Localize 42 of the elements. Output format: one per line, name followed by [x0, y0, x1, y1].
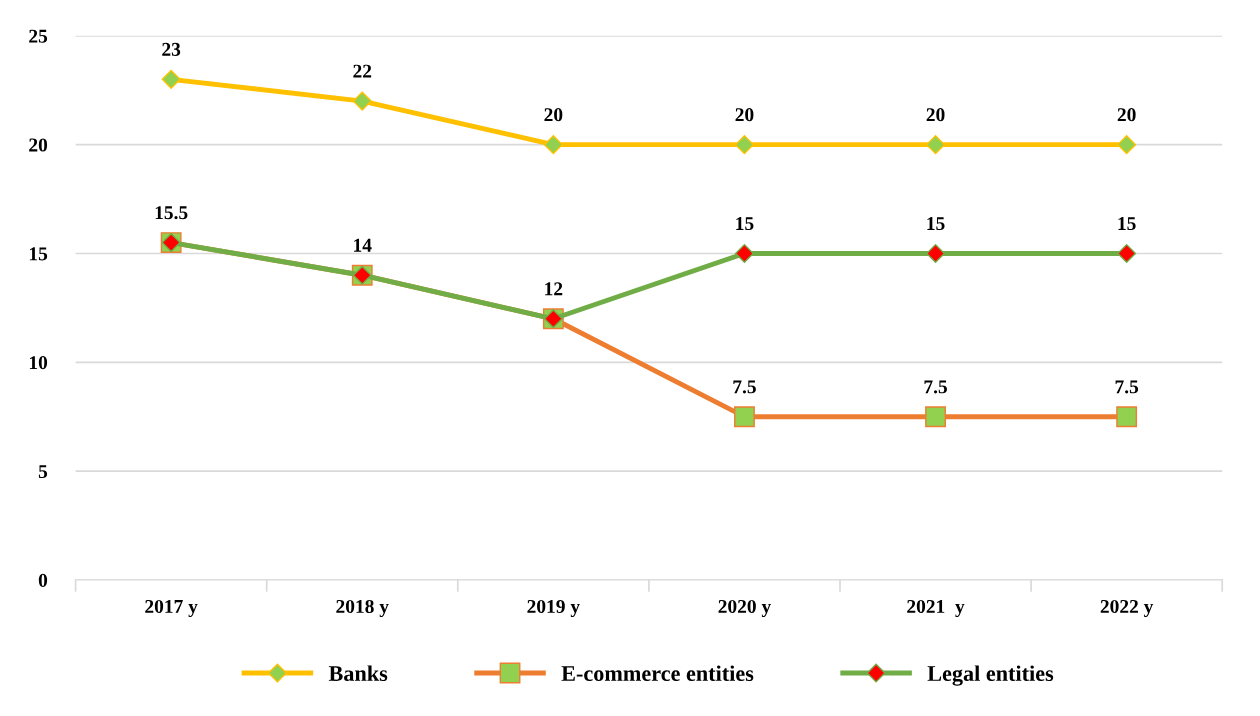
data-label: 20 — [544, 108, 563, 122]
x-tick-label: 2019 y — [527, 599, 580, 618]
point — [352, 91, 372, 111]
point — [161, 69, 181, 89]
point — [1116, 406, 1138, 428]
data-label: 15 — [1118, 217, 1136, 231]
data-label: 22 — [353, 64, 372, 78]
x-tick-label: 2021 y — [907, 599, 965, 618]
data-label: 23 — [162, 42, 181, 56]
data-label: 15 — [927, 217, 945, 231]
data-label: 14 — [354, 238, 372, 252]
data-label: 7.5 — [924, 380, 947, 394]
x-tick-label: 2018 y — [336, 599, 389, 618]
point — [926, 243, 946, 263]
y-tick-label: 15 — [29, 247, 48, 261]
y-tick-label: 25 — [29, 29, 48, 43]
y-tick-label: 10 — [29, 356, 48, 370]
point — [543, 135, 563, 155]
data-label: 12 — [545, 282, 563, 296]
y-tick-label: 5 — [38, 465, 48, 479]
legend-label: Banks — [328, 665, 388, 682]
point — [734, 243, 754, 263]
legend-label: E-commerce entities — [561, 665, 754, 682]
point — [1117, 135, 1137, 155]
x-tick-label: 2020 y — [718, 599, 771, 618]
y-tick-label: 0 — [38, 573, 48, 587]
x-tick-label: 2017 y — [145, 599, 198, 618]
point — [1117, 243, 1137, 263]
data-label: 7.5 — [1115, 380, 1139, 394]
point — [734, 406, 755, 428]
point — [925, 406, 946, 428]
data-label: 20 — [735, 108, 754, 122]
legend-label: Legal entities — [927, 665, 1054, 686]
data-label: 7.5 — [733, 380, 756, 394]
data-label: 15 — [736, 217, 754, 231]
point — [926, 135, 946, 155]
point — [734, 135, 754, 155]
data-label: 20 — [926, 108, 945, 122]
data-label: 20 — [1117, 108, 1136, 122]
x-tick-label: 2022 y — [1100, 599, 1154, 618]
y-tick-label: 20 — [29, 138, 48, 152]
data-label: 15.5 — [155, 206, 188, 220]
